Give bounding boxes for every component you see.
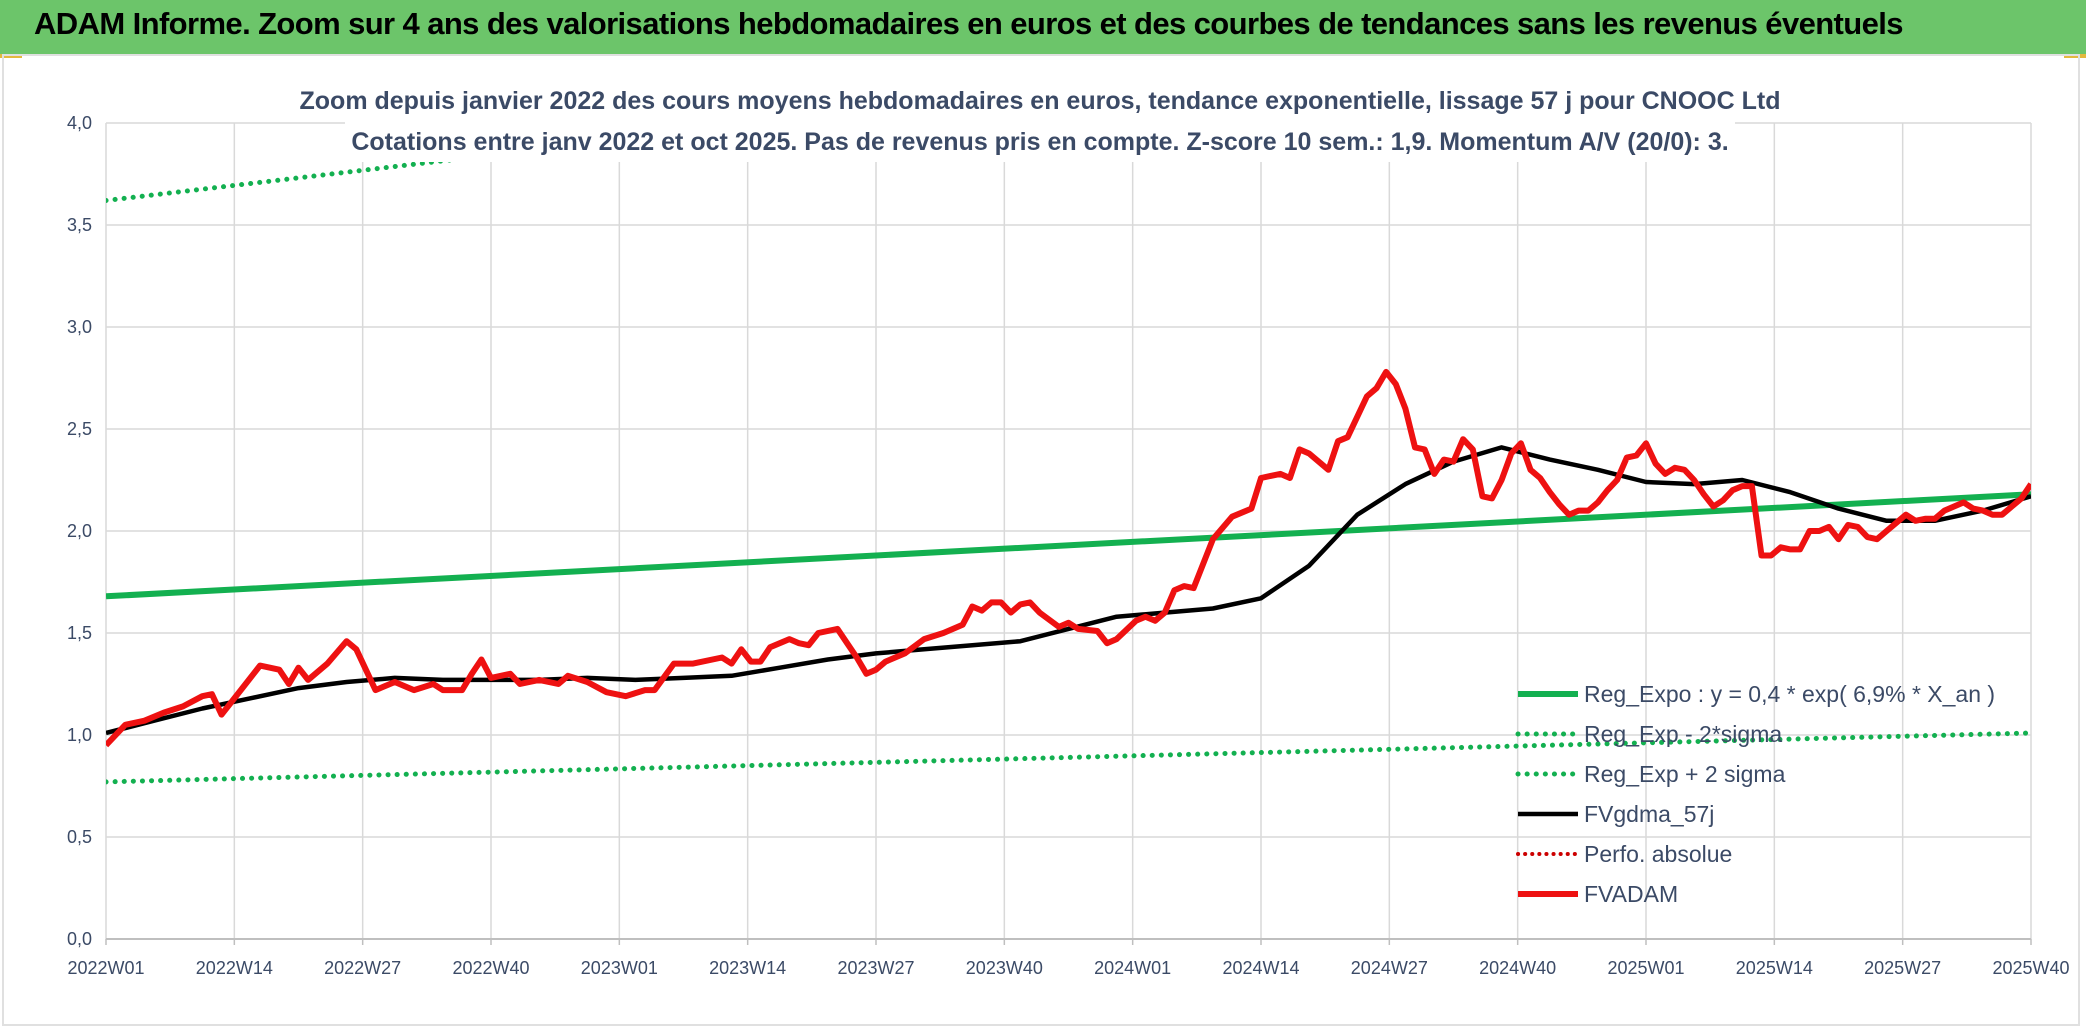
x-tick-label: 2024W14 [1222, 958, 1299, 978]
x-tick-label: 2023W14 [709, 958, 786, 978]
grid [105, 122, 2032, 940]
series-layer [106, 118, 2031, 785]
series-reg-expo [106, 491, 2031, 600]
y-tick-label: 0,0 [67, 929, 92, 949]
series-reg-exp-minus-2sigma [106, 730, 2031, 785]
x-tick-label: 2024W40 [1479, 958, 1556, 978]
chart-title: Zoom depuis janvier 2022 des cours moyen… [300, 87, 1781, 115]
x-tick-label: 2023W27 [837, 958, 914, 978]
x-tick-label: 2024W01 [1094, 958, 1171, 978]
page-title: ADAM Informe. Zoom sur 4 ans des valoris… [34, 6, 1904, 41]
series-fvgdma-57j [106, 445, 2031, 736]
x-tick-label: 2022W14 [196, 958, 273, 978]
y-tick-label: 3,0 [67, 317, 92, 337]
x-tick-label: 2022W40 [452, 958, 529, 978]
legend-label: FVADAM [1584, 881, 1678, 907]
y-tick-label: 2,5 [67, 419, 92, 439]
y-tick-label: 3,5 [67, 215, 92, 235]
legend-label: Perfo. absolue [1584, 841, 1732, 867]
chart-subtitle: Cotations entre janv 2022 et oct 2025. P… [351, 128, 1728, 156]
y-tick-label: 1,5 [67, 623, 92, 643]
header-bar: ADAM Informe. Zoom sur 4 ans des valoris… [0, 0, 2086, 54]
corner-mark-right [2064, 54, 2086, 58]
legend-label: Reg_Expo : y = 0,4 * exp( 6,9% * X_an ) [1584, 681, 1995, 707]
x-tick-label: 2025W27 [1864, 958, 1941, 978]
title-backdrop-1 [345, 80, 1735, 120]
y-tick-label: 1,0 [67, 725, 92, 745]
x-tick-label: 2023W40 [966, 958, 1043, 978]
title-backdrop-2 [345, 120, 1735, 162]
y-tick-label: 2,0 [67, 521, 92, 541]
x-tick-label: 2025W40 [1992, 958, 2069, 978]
x-tick-label: 2022W27 [324, 958, 401, 978]
axes: 0,0 0,5 1,0 1,5 2,0 2,5 3,0 3,5 4,0 2022W01 2022W1… [67, 113, 2070, 978]
x-tick-label: 2024W27 [1351, 958, 1428, 978]
series-fvadam [106, 368, 2031, 748]
legend-label: FVgdma_57j [1584, 801, 1714, 827]
x-tick-label: 2022W01 [67, 958, 144, 978]
legend-label: Reg_Exp - 2*sigma [1584, 721, 1782, 747]
corner-mark-left [0, 54, 22, 58]
x-tick-label: 2023W01 [581, 958, 658, 978]
chart-frame [2, 54, 2080, 1026]
x-tick-label: 2025W01 [1607, 958, 1684, 978]
legend: Reg_Expo : y = 0,4 * exp( 6,9% * X_an ) R… [1515, 681, 1995, 907]
x-tick-label: 2025W14 [1736, 958, 1813, 978]
legend-label: Reg_Exp + 2 sigma [1584, 761, 1786, 787]
y-tick-label: 4,0 [67, 113, 92, 133]
y-tick-label: 0,5 [67, 827, 92, 847]
